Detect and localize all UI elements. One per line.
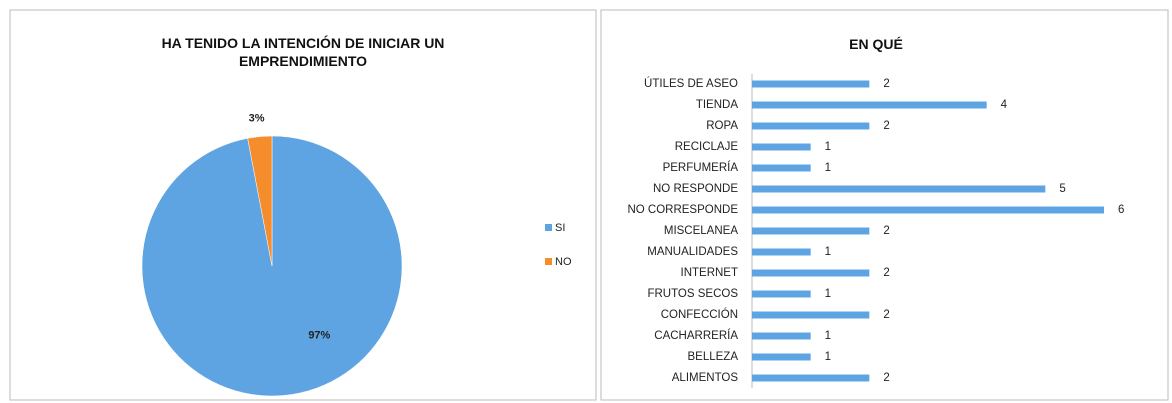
bar xyxy=(752,185,1046,193)
y-tick-label: PERFUMERÍA xyxy=(663,161,739,174)
y-tick-label: RECICLAJE xyxy=(675,141,739,153)
data-label: 1 xyxy=(825,141,831,153)
data-label: 5 xyxy=(1059,183,1065,195)
data-label: 1 xyxy=(825,351,831,363)
data-label: 6 xyxy=(1118,204,1124,216)
data-label: 1 xyxy=(825,246,831,258)
legend-swatch xyxy=(545,258,552,265)
y-tick-label: CACHARRERÍA xyxy=(654,329,738,342)
y-tick-label: INTERNET xyxy=(681,267,739,279)
bar-title: EN QUÉ xyxy=(849,36,903,52)
y-tick-label: BELLEZA xyxy=(688,351,739,363)
bar xyxy=(752,164,811,172)
y-tick-label: TIENDA xyxy=(696,99,739,111)
data-label: 4 xyxy=(1001,99,1008,111)
data-label: 1 xyxy=(825,288,831,300)
bar xyxy=(752,353,811,361)
bar xyxy=(752,80,870,88)
y-tick-label: ÚTILES DE ASEO xyxy=(644,77,738,90)
data-label: 2 xyxy=(883,120,889,132)
y-tick-label: ALIMENTOS xyxy=(672,372,739,384)
legend-swatch xyxy=(545,224,552,231)
y-tick-label: FRUTOS SECOS xyxy=(647,288,738,300)
y-tick-label: MISCELANEA xyxy=(664,225,738,237)
bar xyxy=(752,101,987,109)
data-label: 2 xyxy=(883,225,889,237)
bar xyxy=(752,311,870,319)
y-tick-label: NO CORRESPONDE xyxy=(627,204,738,216)
bar xyxy=(752,269,870,277)
data-label: 3% xyxy=(249,113,265,125)
right-panel xyxy=(600,9,1169,401)
bar xyxy=(752,332,811,340)
y-tick-label: CONFECCIÓN xyxy=(661,308,738,321)
data-label: 2 xyxy=(883,267,889,279)
bar xyxy=(752,290,811,298)
pie-slice xyxy=(247,135,273,267)
legend-label: SI xyxy=(555,222,565,234)
left-panel xyxy=(9,9,597,401)
bar xyxy=(752,248,811,256)
data-label: 2 xyxy=(883,372,889,384)
y-tick-label: NO RESPONDE xyxy=(653,183,738,195)
bar xyxy=(752,122,870,130)
y-tick-label: MANUALIDADES xyxy=(647,246,738,258)
data-label: 1 xyxy=(825,162,831,174)
data-label: 2 xyxy=(883,309,889,321)
bar xyxy=(752,143,811,151)
y-tick-label: ROPA xyxy=(706,120,738,132)
legend-label: NO xyxy=(555,256,572,268)
bar xyxy=(752,206,1104,214)
data-label: 97% xyxy=(308,330,330,342)
data-label: 2 xyxy=(883,78,889,90)
bar xyxy=(752,227,870,235)
bar xyxy=(752,374,870,382)
data-label: 1 xyxy=(825,330,831,342)
pie-title: HA TENIDO LA INTENCIÓN DE INICIAR UN EMP… xyxy=(161,35,445,69)
